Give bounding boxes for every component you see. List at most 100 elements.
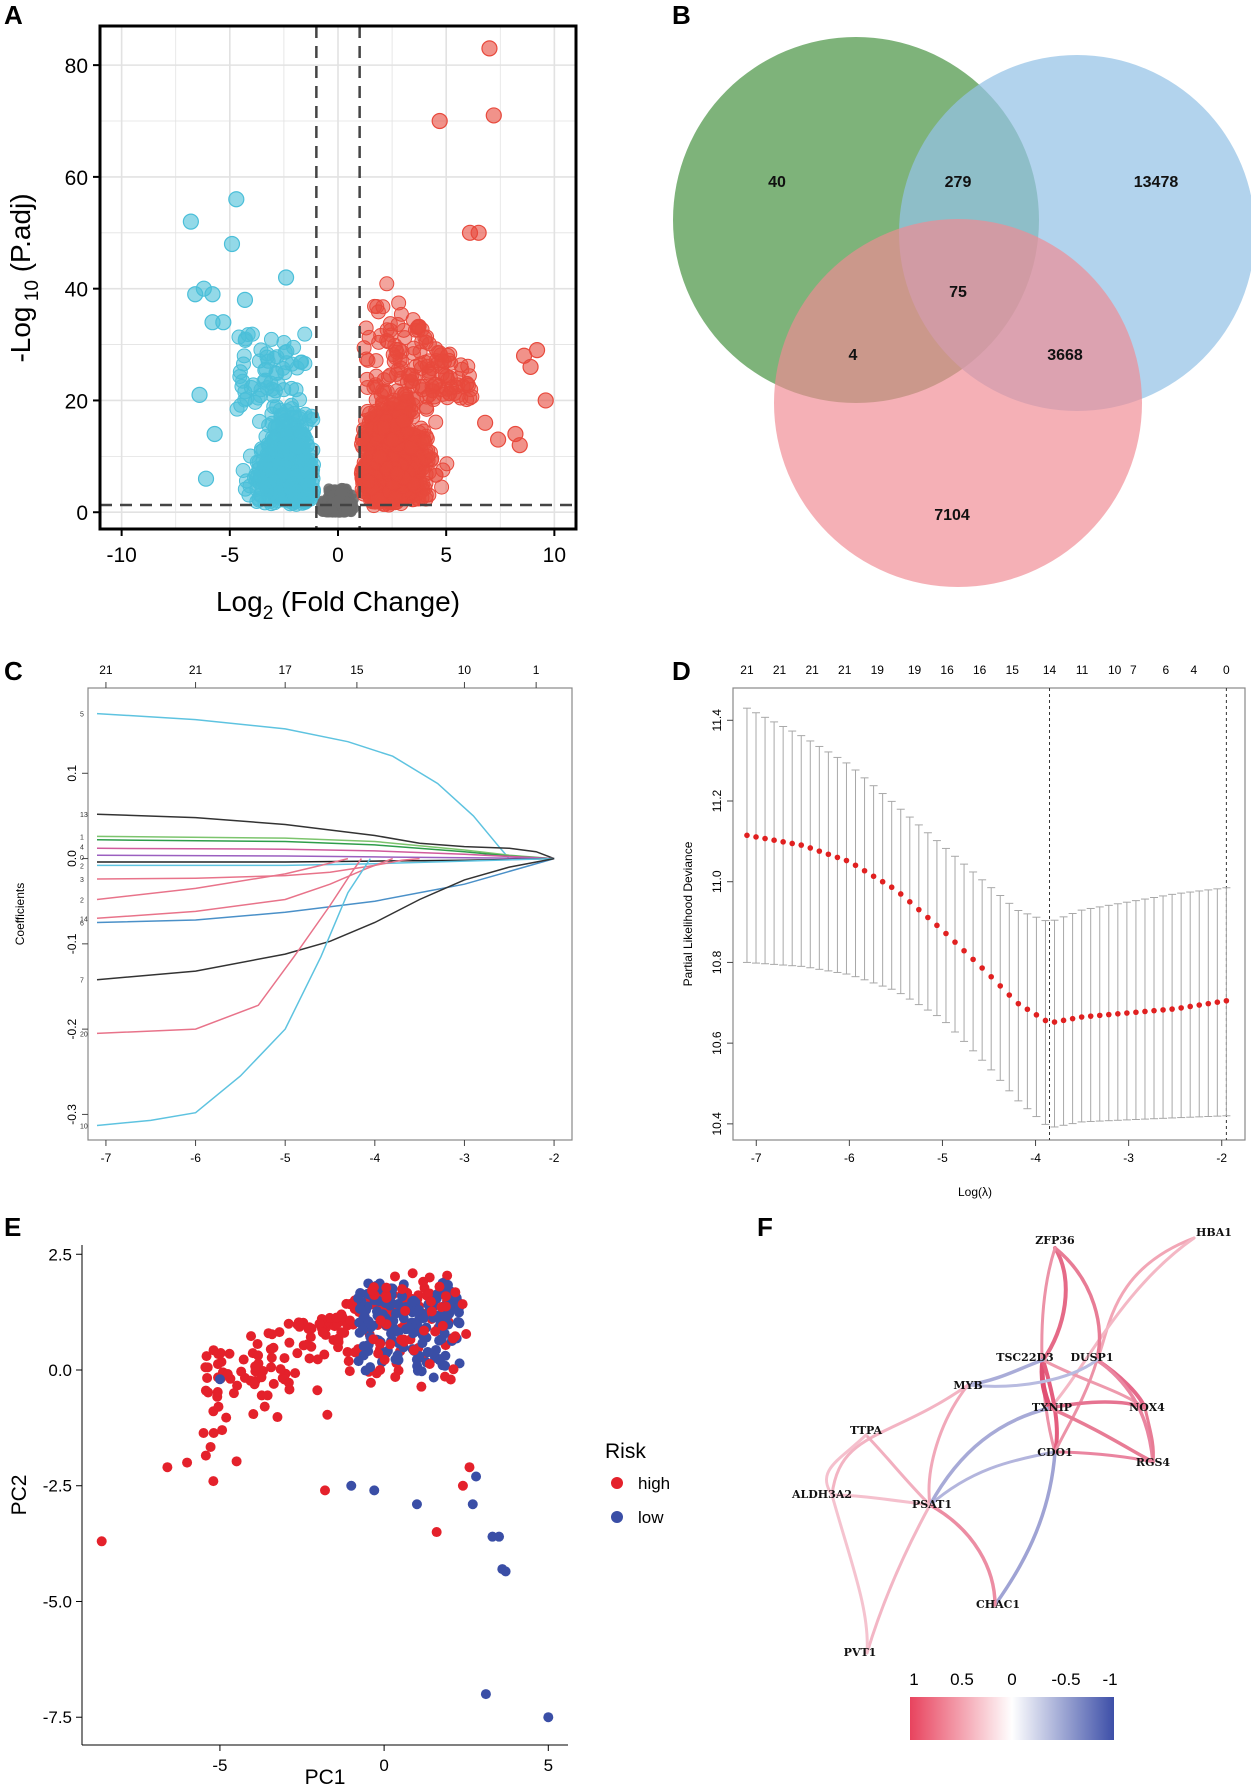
panel-d-y-axis-label: Partial Likelihood Deviance [681,841,695,986]
pca-point-low [471,1471,482,1482]
side-label: 1 [80,834,84,841]
coefficient-path [96,857,420,880]
deviance-point [1087,1013,1094,1019]
point-up [389,466,405,482]
point-down [206,425,223,443]
pca-point-high [217,1425,228,1436]
pca-point-low [480,1689,491,1700]
deviance-point [1006,992,1013,998]
edge-myb-psat1 [927,1383,970,1507]
pca-point-high [407,1268,418,1279]
top-tick-label: 16 [973,663,987,677]
venn-count-all-three: 75 [949,284,967,301]
top-tick-label: 10 [458,663,472,677]
pca-point-high [431,1527,442,1538]
edge-txnip-psat1 [928,1406,1052,1507]
deviance-point [798,842,805,848]
point-down [236,291,254,308]
point-up [431,112,448,130]
deviance-point [979,965,985,971]
pca-point-low [385,1300,396,1311]
gene-cdo1: CDO1 [1037,1446,1073,1459]
pca-point-high [228,1388,239,1399]
deviance-point [1042,1017,1049,1024]
deviance-point [897,891,904,897]
deviance-point [1033,1012,1040,1018]
pca-point-high [426,1306,437,1317]
point-up [404,367,420,383]
deviance-point [1142,1008,1148,1015]
point-down [258,361,274,377]
x-tick-label: -3 [459,1151,470,1165]
panel-e-legend: Risk high low [605,1440,670,1527]
x-tick-label: 5 [544,1756,553,1775]
deviance-point [1015,1000,1022,1007]
deviance-point [1187,1003,1193,1010]
pca-point-low [414,1305,425,1316]
pca-point-low [392,1350,403,1361]
pca-point-low [434,1355,445,1366]
x-tick-label: -6 [190,1151,201,1165]
pca-point-low [439,1328,450,1339]
deviance-point [816,848,823,854]
panel-e-x-axis-label: PC1 [305,1766,346,1787]
deviance-point [1178,1005,1184,1011]
pca-point-high [208,1428,219,1439]
coefficient-path [96,857,555,924]
x-tick-label: -2 [1216,1151,1227,1165]
pca-point-high [290,1368,301,1379]
point-down [284,401,300,417]
deviance-point [825,851,832,858]
pca-point-high [419,1325,430,1336]
deviance-point [861,867,868,874]
pca-point-high [457,1480,468,1491]
deviance-point [888,884,895,891]
panel-label-d: D [672,656,691,686]
edge-ttpa-psat1 [864,1433,932,1507]
x-tick-label: -5 [937,1151,948,1165]
deviance-point [1115,1011,1121,1017]
pca-point-low [442,1279,453,1290]
gene-dusp1: DUSP1 [1070,1351,1113,1364]
gene-rgs4: RGS4 [1136,1456,1170,1469]
point-up [379,276,395,292]
pca-point-high [266,1362,277,1373]
top-tick-label: 19 [871,663,885,677]
pca-point-high [408,1345,419,1356]
point-down [235,463,251,479]
edge-zfp36-cdo1 [1040,1246,1057,1454]
coefficient-path [96,857,555,981]
deviance-point [943,930,949,937]
panel-label-a: A [4,0,23,30]
deviance-point [834,854,841,861]
pca-point-high [344,1366,355,1377]
x-tick-label: -5 [280,1151,291,1165]
pca-point-high [312,1354,323,1365]
panel-d-y-ticks: 10.4 10.6 10.8 11.0 11.2 11.4 [710,709,733,1136]
top-tick-label: 21 [740,663,754,677]
gene-txnip: TXNIP [1032,1401,1072,1414]
edge-zfp36-dusp1 [1053,1246,1102,1360]
deviance-point [753,834,759,840]
point-down [282,479,298,495]
deviance-point [1169,1006,1175,1012]
pca-point-high [424,1358,435,1369]
point-up [419,389,435,405]
deviance-point [997,983,1004,989]
edge-myb-dusp1 [966,1358,1099,1388]
pca-point-high [266,1352,277,1363]
coefficient-path [96,857,349,901]
pca-point-high [182,1457,193,1468]
point-up [481,40,498,57]
pca-point-low [428,1372,439,1383]
pca-point-high [379,1354,390,1365]
y-tick-label: -0.3 [65,1104,79,1125]
top-tick-label: 4 [1190,663,1197,677]
pca-point-high [450,1287,461,1298]
deviance-point [1223,997,1230,1004]
pca-point-high [202,1362,213,1373]
y-tick-label: 11.2 [710,789,724,812]
deviance-point [1105,1011,1112,1018]
panel-a-y-ticks: 0 20 40 60 80 [65,55,100,525]
